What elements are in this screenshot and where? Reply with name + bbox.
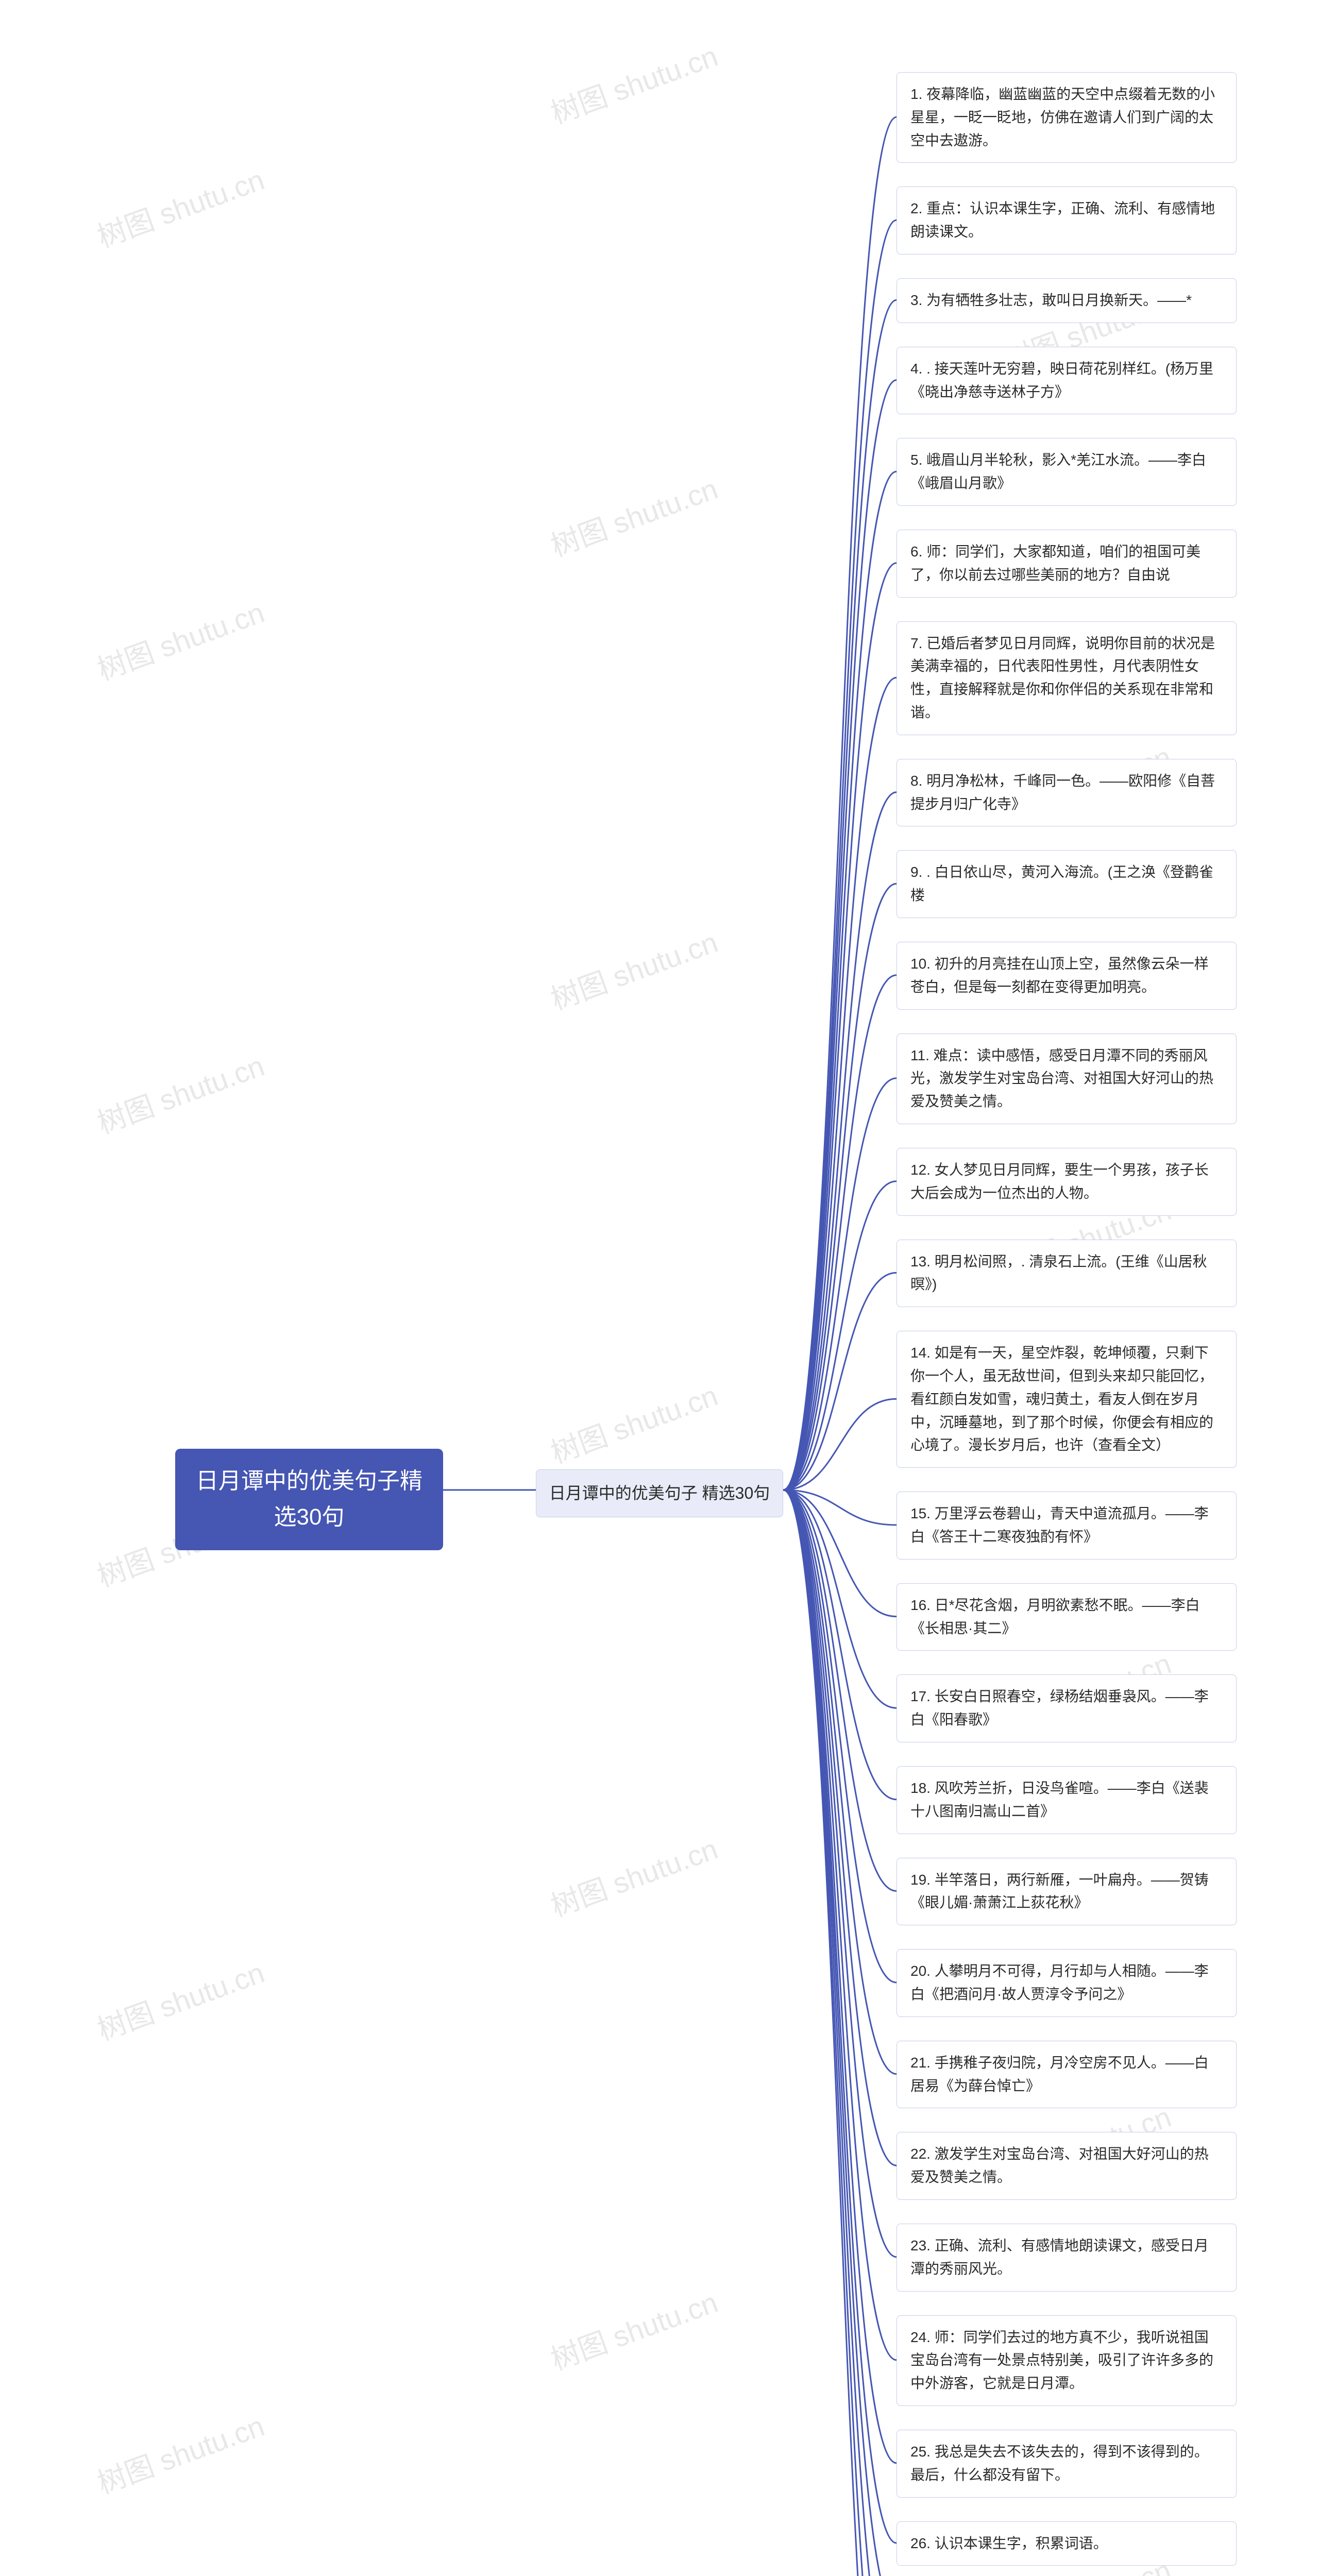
- leaf-node[interactable]: 21. 手携稚子夜归院，月冷空房不见人。——白居易《为薛台悼亡》: [897, 2041, 1237, 2109]
- leaf-node[interactable]: 4. . 接天莲叶无穷碧，映日荷花别样红。(杨万里《晓出净慈寺送林子方》: [897, 347, 1237, 415]
- leaf-text: 16. 日*尽花含烟，月明欲素愁不眠。——李白《长相思·其二》: [910, 1597, 1200, 1636]
- leaf-node[interactable]: 1. 夜幕降临，幽蓝幽蓝的天空中点缀着无数的小星星，一眨一眨地，仿佛在邀请人们到…: [897, 72, 1237, 163]
- leaf-text: 21. 手携稚子夜归院，月冷空房不见人。——白居易《为薛台悼亡》: [910, 2055, 1209, 2094]
- leaf-node[interactable]: 5. 峨眉山月半轮秋，影入*羌江水流。——李白《峨眉山月歌》: [897, 438, 1237, 506]
- leaf-node[interactable]: 22. 激发学生对宝岛台湾、对祖国大好河山的热爱及赞美之情。: [897, 2132, 1237, 2200]
- leaf-text: 24. 师：同学们去过的地方真不少，我听说祖国宝岛台湾有一处景点特别美，吸引了许…: [910, 2329, 1213, 2392]
- leaf-node[interactable]: 2. 重点：认识本课生字，正确、流利、有感情地朗读课文。: [897, 187, 1237, 255]
- leaf-node[interactable]: 17. 长安白日照春空，绿杨结烟垂袅风。——李白《阳春歌》: [897, 1674, 1237, 1742]
- leaf-node[interactable]: 23. 正确、流利、有感情地朗读课文，感受日月潭的秀丽风光。: [897, 2224, 1237, 2292]
- mindmap-canvas: 日月谭中的优美句子精选30句 日月谭中的优美句子 精选30句 1. 夜幕降临，幽蓝幽…: [0, 0, 1319, 2576]
- leaf-node[interactable]: 10. 初升的月亮挂在山顶上空，虽然像云朵一样苍白，但是每一刻都在变得更加明亮。: [897, 942, 1237, 1010]
- root-node[interactable]: 日月谭中的优美句子精选30句: [175, 1449, 443, 1550]
- leaf-text: 22. 激发学生对宝岛台湾、对祖国大好河山的热爱及赞美之情。: [910, 2146, 1209, 2185]
- leaf-node[interactable]: 20. 人攀明月不可得，月行却与人相随。——李白《把酒问月·故人贾淳令予问之》: [897, 1949, 1237, 2017]
- leaf-node[interactable]: 8. 明月净松林，千峰同一色。——欧阳修《自菩提步月归广化寺》: [897, 759, 1237, 827]
- leaf-text: 26. 认识本课生字，积累词语。: [910, 2535, 1108, 2551]
- leaf-node[interactable]: 6. 师：同学们，大家都知道，咱们的祖国可美了，你以前去过哪些美丽的地方？自由说: [897, 530, 1237, 598]
- root-label: 日月谭中的优美句子精选30句: [196, 1468, 422, 1530]
- leaf-node[interactable]: 11. 难点：读中感悟，感受日月潭不同的秀丽风光，激发学生对宝岛台湾、对祖国大好…: [897, 1033, 1237, 1124]
- leaf-text: 14. 如是有一天，星空炸裂，乾坤倾覆，只剩下你一个人，虽无敌世间，但到头来却只…: [910, 1345, 1213, 1453]
- leaf-node[interactable]: 13. 明月松间照，. 清泉石上流。(王维《山居秋暝》): [897, 1240, 1237, 1308]
- leaf-text: 6. 师：同学们，大家都知道，咱们的祖国可美了，你以前去过哪些美丽的地方？自由说: [910, 544, 1200, 583]
- leaf-text: 11. 难点：读中感悟，感受日月潭不同的秀丽风光，激发学生对宝岛台湾、对祖国大好…: [910, 1047, 1213, 1110]
- leaf-node[interactable]: 7. 已婚后者梦见日月同辉，说明你目前的状况是美满幸福的，日代表阳性男性，月代表…: [897, 621, 1237, 735]
- leaf-node[interactable]: 24. 师：同学们去过的地方真不少，我听说祖国宝岛台湾有一处景点特别美，吸引了许…: [897, 2315, 1237, 2406]
- leaf-node[interactable]: 19. 半竿落日，两行新雁，一叶扁舟。——贺铸《眼儿媚·萧萧江上荻花秋》: [897, 1858, 1237, 1926]
- leaf-node[interactable]: 15. 万里浮云卷碧山，青天中道流孤月。——李白《答王十二寒夜独酌有怀》: [897, 1492, 1237, 1560]
- leaf-text: 7. 已婚后者梦见日月同辉，说明你目前的状况是美满幸福的，日代表阳性男性，月代表…: [910, 635, 1215, 720]
- leaf-text: 12. 女人梦见日月同辉，要生一个男孩，孩子长大后会成为一位杰出的人物。: [910, 1162, 1209, 1201]
- leaf-node[interactable]: 14. 如是有一天，星空炸裂，乾坤倾覆，只剩下你一个人，虽无敌世间，但到头来却只…: [897, 1331, 1237, 1468]
- leaf-node[interactable]: 9. . 白日依山尽，黄河入海流。(王之涣《登鹳雀楼: [897, 850, 1237, 918]
- leaf-node[interactable]: 18. 风吹芳兰折，日没鸟雀喧。——李白《送裴十八图南归嵩山二首》: [897, 1766, 1237, 1834]
- leaf-text: 4. . 接天莲叶无穷碧，映日荷花别样红。(杨万里《晓出净慈寺送林子方》: [910, 361, 1213, 400]
- leaf-text: 19. 半竿落日，两行新雁，一叶扁舟。——贺铸《眼儿媚·萧萧江上荻花秋》: [910, 1872, 1209, 1911]
- leaf-text: 20. 人攀明月不可得，月行却与人相随。——李白《把酒问月·故人贾淳令予问之》: [910, 1963, 1209, 2002]
- leaf-text: 2. 重点：认识本课生字，正确、流利、有感情地朗读课文。: [910, 200, 1215, 240]
- mid-node[interactable]: 日月谭中的优美句子 精选30句: [536, 1469, 783, 1517]
- leaf-text: 5. 峨眉山月半轮秋，影入*羌江水流。——李白《峨眉山月歌》: [910, 452, 1206, 491]
- leaf-text: 1. 夜幕降临，幽蓝幽蓝的天空中点缀着无数的小星星，一眨一眨地，仿佛在邀请人们到…: [910, 86, 1215, 148]
- leaf-node[interactable]: 16. 日*尽花含烟，月明欲素愁不眠。——李白《长相思·其二》: [897, 1583, 1237, 1651]
- leaf-text: 8. 明月净松林，千峰同一色。——欧阳修《自菩提步月归广化寺》: [910, 773, 1215, 812]
- leaf-text: 3. 为有牺牲多壮志，敢叫日月换新天。——*: [910, 292, 1192, 308]
- leaf-text: 23. 正确、流利、有感情地朗读课文，感受日月潭的秀丽风光。: [910, 2238, 1209, 2277]
- leaf-text: 17. 长安白日照春空，绿杨结烟垂袅风。——李白《阳春歌》: [910, 1688, 1209, 1727]
- leaf-text: 9. . 白日依山尽，黄河入海流。(王之涣《登鹳雀楼: [910, 864, 1213, 903]
- leaf-text: 18. 风吹芳兰折，日没鸟雀喧。——李白《送裴十八图南归嵩山二首》: [910, 1780, 1209, 1819]
- leaf-text: 13. 明月松间照，. 清泉石上流。(王维《山居秋暝》): [910, 1253, 1207, 1293]
- leaf-text: 15. 万里浮云卷碧山，青天中道流孤月。——李白《答王十二寒夜独酌有怀》: [910, 1505, 1209, 1545]
- leaf-node[interactable]: 3. 为有牺牲多壮志，敢叫日月换新天。——*: [897, 278, 1237, 323]
- leaf-node[interactable]: 12. 女人梦见日月同辉，要生一个男孩，孩子长大后会成为一位杰出的人物。: [897, 1148, 1237, 1216]
- leaf-text: 10. 初升的月亮挂在山顶上空，虽然像云朵一样苍白，但是每一刻都在变得更加明亮。: [910, 956, 1209, 995]
- mid-label: 日月谭中的优美句子 精选30句: [549, 1484, 770, 1502]
- leaf-node[interactable]: 25. 我总是失去不该失去的，得到不该得到的。最后，什么都没有留下。: [897, 2430, 1237, 2498]
- leaf-node[interactable]: 26. 认识本课生字，积累词语。: [897, 2521, 1237, 2566]
- leaf-text: 25. 我总是失去不该失去的，得到不该得到的。最后，什么都没有留下。: [910, 2444, 1209, 2483]
